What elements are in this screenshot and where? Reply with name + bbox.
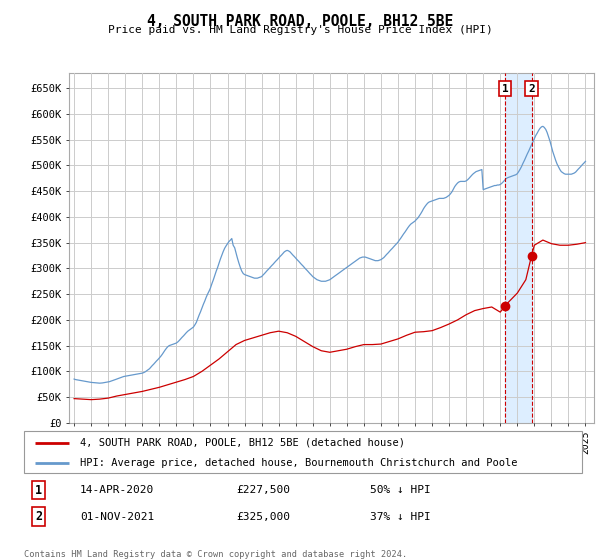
Text: 1: 1	[502, 83, 509, 94]
Text: £227,500: £227,500	[236, 485, 290, 495]
Text: Price paid vs. HM Land Registry's House Price Index (HPI): Price paid vs. HM Land Registry's House …	[107, 25, 493, 35]
Text: 2: 2	[35, 510, 42, 523]
Text: 50% ↓ HPI: 50% ↓ HPI	[370, 485, 431, 495]
Text: 4, SOUTH PARK ROAD, POOLE, BH12 5BE: 4, SOUTH PARK ROAD, POOLE, BH12 5BE	[147, 14, 453, 29]
Text: £325,000: £325,000	[236, 512, 290, 521]
Text: 4, SOUTH PARK ROAD, POOLE, BH12 5BE (detached house): 4, SOUTH PARK ROAD, POOLE, BH12 5BE (det…	[80, 437, 405, 447]
Text: HPI: Average price, detached house, Bournemouth Christchurch and Poole: HPI: Average price, detached house, Bour…	[80, 458, 517, 468]
FancyBboxPatch shape	[24, 431, 582, 473]
Text: 14-APR-2020: 14-APR-2020	[80, 485, 154, 495]
Text: Contains HM Land Registry data © Crown copyright and database right 2024.
This d: Contains HM Land Registry data © Crown c…	[24, 550, 407, 560]
Text: 37% ↓ HPI: 37% ↓ HPI	[370, 512, 431, 521]
Text: 01-NOV-2021: 01-NOV-2021	[80, 512, 154, 521]
Text: 1: 1	[35, 483, 42, 497]
Text: 2: 2	[528, 83, 535, 94]
Bar	[505, 73, 532, 423]
